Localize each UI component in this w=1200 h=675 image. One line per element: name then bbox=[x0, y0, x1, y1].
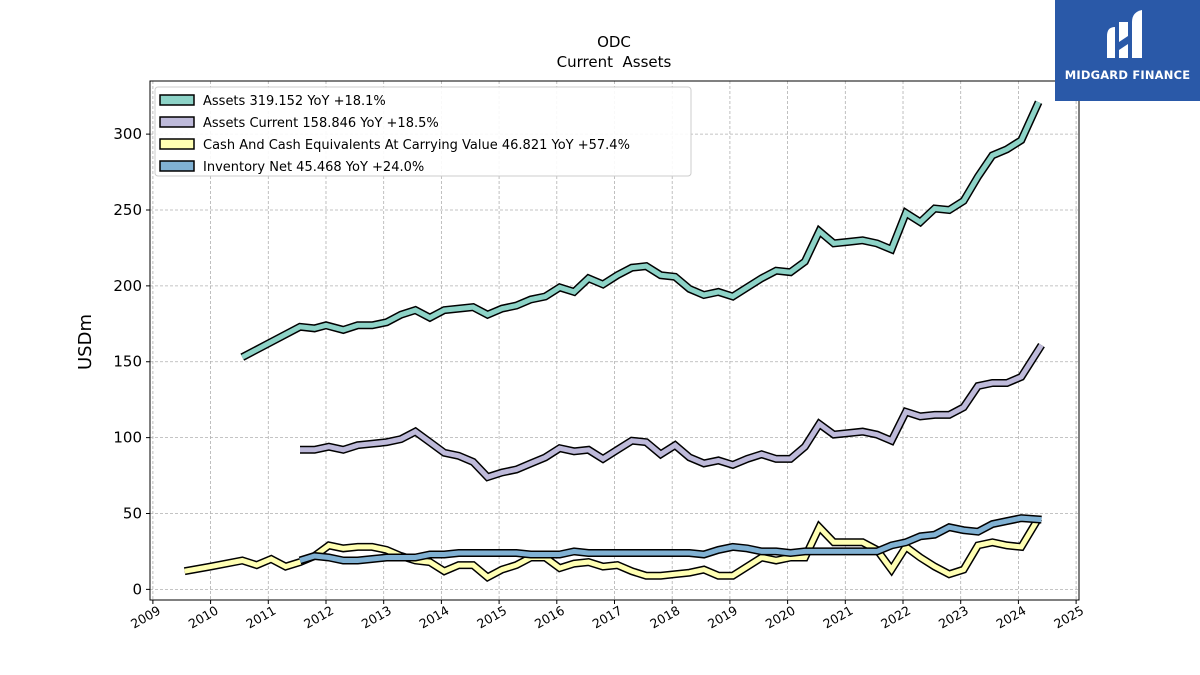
x-tick-label: 2023 bbox=[936, 603, 971, 632]
midgard-finance-logo: MIDGARD FINANCE bbox=[1055, 0, 1200, 101]
x-tick-label: 2014 bbox=[417, 603, 452, 632]
logo-brand-text: MIDGARD FINANCE bbox=[1064, 68, 1191, 82]
x-tick-label: 2010 bbox=[186, 603, 221, 632]
x-tick-label: 2020 bbox=[763, 603, 798, 632]
y-tick-label: 50 bbox=[123, 505, 142, 523]
series-line-3 bbox=[299, 515, 1042, 563]
x-tick-label: 2019 bbox=[705, 603, 740, 632]
logo-mark-icon bbox=[1107, 10, 1142, 58]
legend-label: Assets Current 158.846 YoY +18.5% bbox=[203, 116, 439, 131]
legend: Assets 319.152 YoY +18.1% Assets Current … bbox=[154, 86, 692, 177]
x-tick-label: 2011 bbox=[243, 603, 278, 632]
legend-swatch bbox=[159, 138, 195, 150]
y-tick-label: 150 bbox=[113, 353, 142, 371]
x-tick-label: 2012 bbox=[301, 603, 336, 632]
chart-subtitle: Current Assets bbox=[557, 53, 672, 71]
y-axis-label: USDm bbox=[75, 314, 96, 370]
y-tick-label: 200 bbox=[113, 277, 142, 295]
series-layer bbox=[183, 100, 1045, 582]
chart-title: ODC bbox=[597, 33, 631, 51]
x-tick-label: 2022 bbox=[878, 603, 913, 632]
legend-box bbox=[154, 86, 692, 177]
legend-swatch bbox=[159, 160, 195, 172]
x-tick-label: 2015 bbox=[474, 603, 509, 632]
series-line-2 bbox=[184, 516, 1041, 581]
x-tick-label: 2025 bbox=[1051, 603, 1086, 632]
y-tick-label: 100 bbox=[113, 429, 142, 447]
x-tick-label: 2016 bbox=[532, 603, 567, 632]
y-tick-label: 300 bbox=[113, 125, 142, 143]
series-line-0 bbox=[241, 101, 1041, 360]
series-outline-1 bbox=[300, 342, 1045, 482]
legend-swatch bbox=[159, 116, 195, 128]
series-line-1 bbox=[300, 343, 1044, 480]
plot-frame bbox=[149, 80, 1080, 601]
y-tick-label: 0 bbox=[132, 580, 142, 598]
x-tick-label: 2018 bbox=[647, 603, 682, 632]
x-tick-label: 2024 bbox=[994, 603, 1029, 632]
y-tick-label: 250 bbox=[113, 201, 142, 219]
x-tick-label: 2009 bbox=[128, 603, 163, 632]
legend-label: Inventory Net 45.468 YoY +24.0% bbox=[203, 160, 424, 175]
legend-label: Cash And Cash Equivalents At Carrying Va… bbox=[203, 138, 630, 153]
legend-swatch bbox=[159, 94, 195, 106]
legend-label: Assets 319.152 YoY +18.1% bbox=[203, 94, 386, 109]
x-tick-label: 2013 bbox=[359, 603, 394, 632]
x-tick-label: 2021 bbox=[820, 603, 855, 632]
x-tick-label: 2017 bbox=[590, 603, 625, 632]
